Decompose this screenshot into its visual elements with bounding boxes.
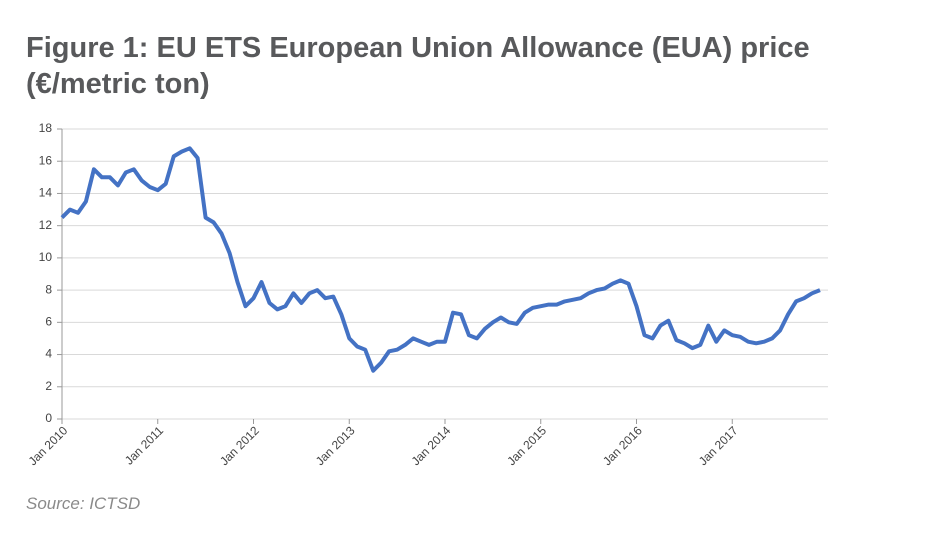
chart-title: Figure 1: EU ETS European Union Allowanc… [26,32,810,100]
x-tick-label: Jan 2012 [217,423,262,468]
y-tick-label: 16 [39,153,53,167]
y-tick-label: 18 [39,121,53,135]
y-tick-label: 14 [39,186,53,200]
y-tick-label: 10 [39,250,53,264]
x-tick-label: Jan 2016 [600,423,645,468]
y-tick-label: 4 [45,347,52,361]
y-tick-label: 12 [39,218,53,232]
x-tick-label: Jan 2017 [696,423,741,468]
price-line [60,146,821,373]
y-tick-label: 8 [45,282,52,296]
y-tick-label: 0 [45,411,52,425]
x-tick-label: Jan 2015 [504,423,549,468]
source-note: Source: ICTSD [26,494,141,513]
x-tick-label: Jan 2011 [122,423,166,467]
x-tick-label: Jan 2014 [409,423,454,468]
x-tick-label: Jan 2013 [313,423,358,468]
x-tick-label: Jan 2010 [26,423,71,468]
chart: 0 2 4 6 8 10 12 14 16 18 Jan 2010 Jan 2011 Jan 2012 J… [26,121,828,468]
y-tick-label: 6 [45,315,52,329]
y-tick-label: 2 [45,379,52,393]
